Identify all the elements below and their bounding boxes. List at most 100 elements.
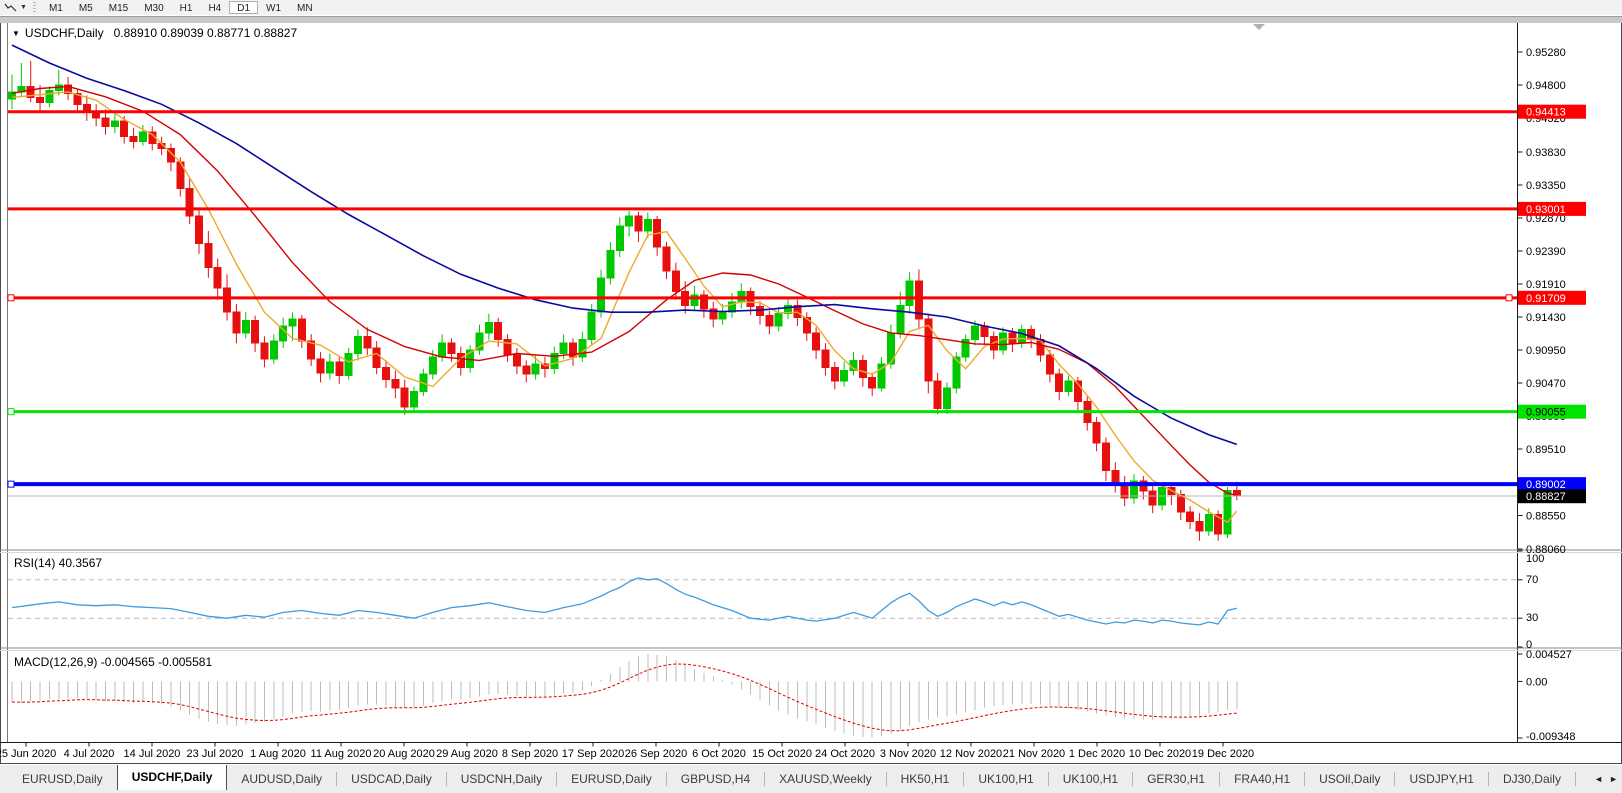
- candle: [410, 390, 419, 408]
- chart-tab-UK100-H1[interactable]: UK100,H1: [978, 772, 1034, 786]
- candle: [550, 353, 559, 370]
- date-label: 21 Nov 2020: [1003, 748, 1065, 760]
- bid-price-badge: [1518, 489, 1586, 504]
- tf-button-D1[interactable]: D1: [229, 1, 259, 14]
- candle: [456, 353, 465, 368]
- chart-tab-bar: EURUSD,Daily USDCHF,Daily AUDUSD,Daily USDC…: [0, 765, 1622, 793]
- candle: [634, 215, 643, 232]
- chart-tool-group[interactable]: ▼: [0, 1, 31, 14]
- tab-divider: [556, 772, 558, 786]
- tab-scroll-right-icon[interactable]: ►: [1609, 774, 1618, 784]
- candle: [73, 92, 82, 105]
- candle: [316, 358, 325, 374]
- chart-tab-USDJPY-H1[interactable]: USDJPY,H1: [1409, 772, 1474, 786]
- date-label: 12 Nov 2020: [940, 748, 1002, 760]
- candle: [120, 120, 129, 138]
- candle: [1186, 511, 1195, 522]
- tf-button-M30[interactable]: M30: [144, 3, 164, 14]
- candle: [391, 379, 400, 389]
- tab-divider: [885, 772, 887, 786]
- candle: [643, 218, 652, 232]
- tf-button-H1[interactable]: H1: [179, 3, 193, 14]
- candle: [1204, 514, 1213, 532]
- candle: [1130, 480, 1138, 499]
- rsi-line: [11, 577, 1237, 626]
- candle: [821, 349, 830, 368]
- date-label: 10 Dec 2020: [1129, 748, 1191, 760]
- candle: [64, 84, 73, 94]
- candle: [914, 280, 923, 320]
- candle: [475, 332, 484, 351]
- tab-divider: [764, 772, 766, 786]
- candle: [597, 277, 606, 313]
- scrollbar-thumb[interactable]: [0, 16, 1622, 23]
- price-tick-label: 0.90470: [1526, 378, 1566, 390]
- chart-tab-GBPUSD-H4[interactable]: GBPUSD,H4: [680, 772, 751, 786]
- candle: [335, 361, 344, 377]
- chart-tab-USDCNH-Daily[interactable]: USDCNH,Daily: [460, 772, 543, 786]
- tf-button-M1[interactable]: M1: [48, 3, 63, 14]
- date-label: 6 Oct 2020: [692, 748, 746, 760]
- candle: [933, 380, 942, 410]
- price-tick-label: 0.88060: [1526, 544, 1566, 556]
- candle: [512, 354, 521, 367]
- candle: [606, 249, 615, 279]
- tf-button-M15[interactable]: M15: [108, 3, 129, 14]
- level-price-badge-label: 0.90055: [1526, 407, 1566, 419]
- candle: [1017, 328, 1026, 344]
- candle: [756, 306, 764, 317]
- level-anchor: [7, 408, 15, 416]
- date-label: 8 Sep 2020: [502, 748, 558, 760]
- tf-button-H4[interactable]: H4: [208, 3, 222, 14]
- tf-button-W1[interactable]: W1: [266, 3, 282, 14]
- tf-button-MN[interactable]: MN: [297, 3, 313, 14]
- price-tick-label: 0.92870: [1526, 213, 1566, 225]
- date-label: 24 Oct 2020: [815, 748, 875, 760]
- chart-tab-DJ30-Daily[interactable]: DJ30,Daily: [1502, 772, 1561, 786]
- candle: [905, 280, 914, 306]
- chart-tab-FRA40-H1[interactable]: FRA40,H1: [1234, 772, 1291, 786]
- price-tick-label: 0.92390: [1526, 246, 1566, 258]
- tf-button-M5[interactable]: M5: [78, 3, 93, 14]
- chart-tab-HK50-H1[interactable]: HK50,H1: [900, 772, 950, 786]
- price-tick-label: 0.90950: [1526, 345, 1566, 357]
- candle: [924, 318, 933, 382]
- tab-scroll-left-icon[interactable]: ◄: [1594, 774, 1604, 784]
- candle: [138, 131, 147, 142]
- chart-tab-AUDUSD-Daily[interactable]: AUDUSD,Daily: [241, 772, 323, 786]
- candle: [8, 91, 16, 100]
- candle: [269, 340, 278, 360]
- candle: [400, 387, 409, 408]
- timeframe-buttons: M1 M5 M15 M30 H1 H4 D1 W1 MN: [41, 1, 321, 14]
- chart-tab-GER30-H1[interactable]: GER30,H1: [1147, 772, 1206, 786]
- level-price-badge: [1518, 201, 1586, 216]
- price-tick-label: 0.93830: [1526, 147, 1566, 159]
- chart-tab-EURUSD-Daily[interactable]: EURUSD,Daily: [571, 772, 652, 786]
- chart-tab-USDCHF-Daily[interactable]: USDCHF,Daily: [116, 765, 228, 790]
- rsi-tick-label: 100: [1526, 553, 1544, 565]
- chart-tab-USOil-Daily[interactable]: USOil,Daily: [1319, 772, 1381, 786]
- price-tick-label: 0.88550: [1526, 510, 1566, 522]
- date-label: 15 Oct 2020: [752, 748, 812, 760]
- candle: [587, 311, 596, 341]
- chart-horizontal-scrollbar[interactable]: [0, 15, 1622, 23]
- candle: [110, 120, 119, 127]
- rsi-tick-label: 0: [1526, 639, 1532, 651]
- toolbar-grip[interactable]: [32, 2, 36, 13]
- candle: [297, 318, 306, 342]
- chart-tab-UK100-H1[interactable]: UK100,H1: [1062, 772, 1119, 786]
- chart-tab-EURUSD-Daily[interactable]: EURUSD,Daily: [22, 772, 103, 786]
- rsi-indicator-label: RSI(14) 40.3567: [14, 556, 103, 570]
- chart-tab-USDCAD-Daily[interactable]: USDCAD,Daily: [351, 772, 432, 786]
- candle: [260, 342, 269, 360]
- candle: [1073, 380, 1082, 403]
- macd-tick-label: 0.00: [1526, 676, 1547, 688]
- level-price-badge-label: 0.94413: [1526, 107, 1566, 119]
- chart-tab-XAUUSD-Weekly[interactable]: XAUUSD,Weekly: [779, 772, 872, 786]
- price-tick-label: 0.91910: [1526, 279, 1566, 291]
- price-tick-label: 0.94800: [1526, 80, 1566, 92]
- candle: [447, 342, 456, 355]
- candle: [1101, 442, 1110, 472]
- macd-tick-label: 0.004527: [1526, 649, 1572, 661]
